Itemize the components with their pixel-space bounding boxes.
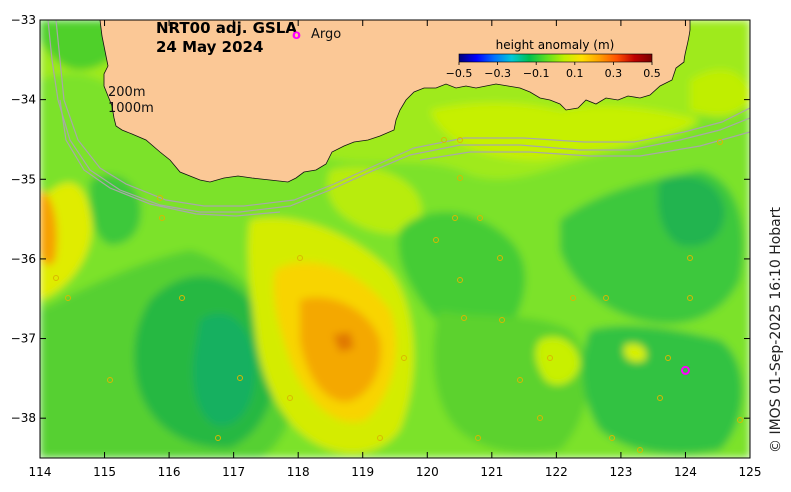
plot-frame bbox=[39, 19, 751, 459]
colorbar-strip bbox=[458, 53, 653, 63]
y-tick-label: −35 bbox=[11, 172, 36, 186]
field-east-high bbox=[690, 69, 750, 117]
y-tick-label: −36 bbox=[11, 252, 36, 266]
bathymetry-extra bbox=[59, 99, 750, 217]
argo-legend-label: Argo bbox=[311, 27, 341, 42]
field-low-center bbox=[193, 313, 255, 426]
colorbar-tick-label: 0.3 bbox=[605, 67, 623, 80]
field-mid-high bbox=[327, 166, 422, 234]
plot-area bbox=[40, 20, 750, 458]
field-spot-high-2 bbox=[624, 343, 647, 362]
argo-float-marker bbox=[680, 365, 690, 375]
field-shelf-high bbox=[430, 102, 700, 160]
x-tick-label: 118 bbox=[287, 465, 310, 479]
colorbar-ticks: −0.5 −0.3 −0.1 0.1 0.3 0.5 bbox=[446, 62, 661, 80]
x-tick-label: 124 bbox=[674, 465, 697, 479]
x-tick-label: 123 bbox=[609, 465, 632, 479]
credit-text: © IMOS 01-Sep-2025 16:10 Hobart bbox=[768, 207, 784, 453]
x-tick-label: 122 bbox=[545, 465, 568, 479]
field-central-low bbox=[398, 211, 526, 343]
colorbar-title: height anomaly (m) bbox=[496, 38, 615, 52]
map-title: NRT00 adj. GSLA bbox=[156, 19, 297, 37]
argo-legend-icon: o bbox=[292, 28, 301, 43]
x-axis: 114 115 116 117 118 119 120 121 122 123 124 125 bbox=[29, 20, 762, 479]
bathymetry-200m bbox=[47, 20, 750, 213]
colorbar: height anomaly (m) −0.5 −0.3 −0.1 0.1 0.3 0.5 bbox=[446, 38, 661, 80]
field-spot-high bbox=[535, 336, 580, 385]
colorbar-tick-label: −0.1 bbox=[523, 67, 550, 80]
colorbar-tick-label: 0.5 bbox=[643, 67, 661, 80]
colorbar-tick-label: 0.1 bbox=[566, 67, 584, 80]
x-tick-label: 119 bbox=[351, 465, 374, 479]
field-west-peak bbox=[40, 190, 57, 266]
x-tick-label: 125 bbox=[739, 465, 762, 479]
bathymetry-1000m bbox=[55, 20, 750, 207]
x-tick-label: 115 bbox=[93, 465, 116, 479]
x-tick-label: 116 bbox=[158, 465, 181, 479]
field-east-core bbox=[658, 176, 725, 247]
y-axis: −33 −34 −35 −36 −37 −38 bbox=[11, 13, 750, 425]
field-warm-peak bbox=[333, 332, 354, 352]
drifter-markers bbox=[53, 137, 743, 453]
x-tick-label: 120 bbox=[416, 465, 439, 479]
y-tick-label: −37 bbox=[11, 332, 36, 346]
y-tick-label: −33 bbox=[11, 13, 36, 27]
y-tick-label: −34 bbox=[11, 93, 36, 107]
contour-label-1000m: 1000m bbox=[108, 101, 154, 116]
y-tick-label: −38 bbox=[11, 411, 36, 425]
contour-label-200m: 200m bbox=[108, 85, 145, 100]
field-southeast-low bbox=[582, 325, 743, 454]
argo-floats bbox=[680, 365, 690, 375]
x-tick-label: 117 bbox=[222, 465, 245, 479]
colorbar-tick-label: −0.3 bbox=[484, 67, 511, 80]
x-tick-label: 114 bbox=[29, 465, 52, 479]
colorbar-tick-label: −0.5 bbox=[446, 67, 473, 80]
map-date: 24 May 2024 bbox=[156, 38, 263, 56]
x-tick-label: 121 bbox=[480, 465, 503, 479]
